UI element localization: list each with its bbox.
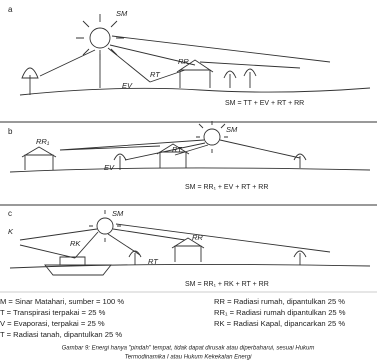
- diagram-label: SM: [226, 125, 238, 134]
- diagram-label: EV: [122, 81, 133, 90]
- diagram-label: EV: [104, 163, 115, 172]
- legend-item: V = Evaporasi, terpakai = 25 %: [0, 319, 105, 328]
- panel-label: c: [8, 209, 12, 218]
- diagram-label: SM: [116, 9, 128, 18]
- legend-item: M = Sinar Matahari, sumber = 100 %: [0, 297, 124, 306]
- diagram-label: RR: [192, 233, 203, 242]
- equation: SM = RR₁ + RK + RT + RR: [185, 281, 269, 288]
- diagram-label: RT: [172, 145, 183, 154]
- diagram-label: RR₁: [36, 137, 50, 146]
- caption: Termodinamika I atau Hukum Kekekalan Ene…: [125, 355, 253, 361]
- legend-item: RR₁ = Radiasi rumah dipantulkan 25 %: [214, 308, 346, 317]
- legend-item: RK = Radiasi Kapal, dipancarkan 25 %: [214, 319, 345, 328]
- legend-item: T = Transpirasi terpakai = 25 %: [0, 308, 106, 317]
- caption: Gambar 9: Energi hanya "pindah" tempat, …: [62, 346, 315, 352]
- diagram-label: K: [8, 227, 14, 236]
- diagram-label: RK: [70, 239, 81, 248]
- panel-b-drawing: [0, 121, 377, 206]
- diagram-label: RT: [150, 70, 161, 79]
- equation: SM = RR₁ + EV + RT + RR: [185, 184, 268, 191]
- legend-item: RR = Radiasi rumah, dipantulkan 25 %: [214, 297, 345, 306]
- panel-label: a: [8, 5, 13, 14]
- legend-item: T = Radiasi tanah, dipantulkan 25 %: [0, 330, 122, 339]
- panel-label: b: [8, 127, 13, 136]
- diagram-label: RR: [178, 57, 189, 66]
- diagram-label: SM: [112, 209, 124, 218]
- equation: SM = TT + EV + RT + RR: [225, 100, 304, 107]
- panel-c-drawing: [0, 210, 377, 293]
- diagram-label: RT: [148, 257, 159, 266]
- panel-a-drawing: [0, 14, 377, 123]
